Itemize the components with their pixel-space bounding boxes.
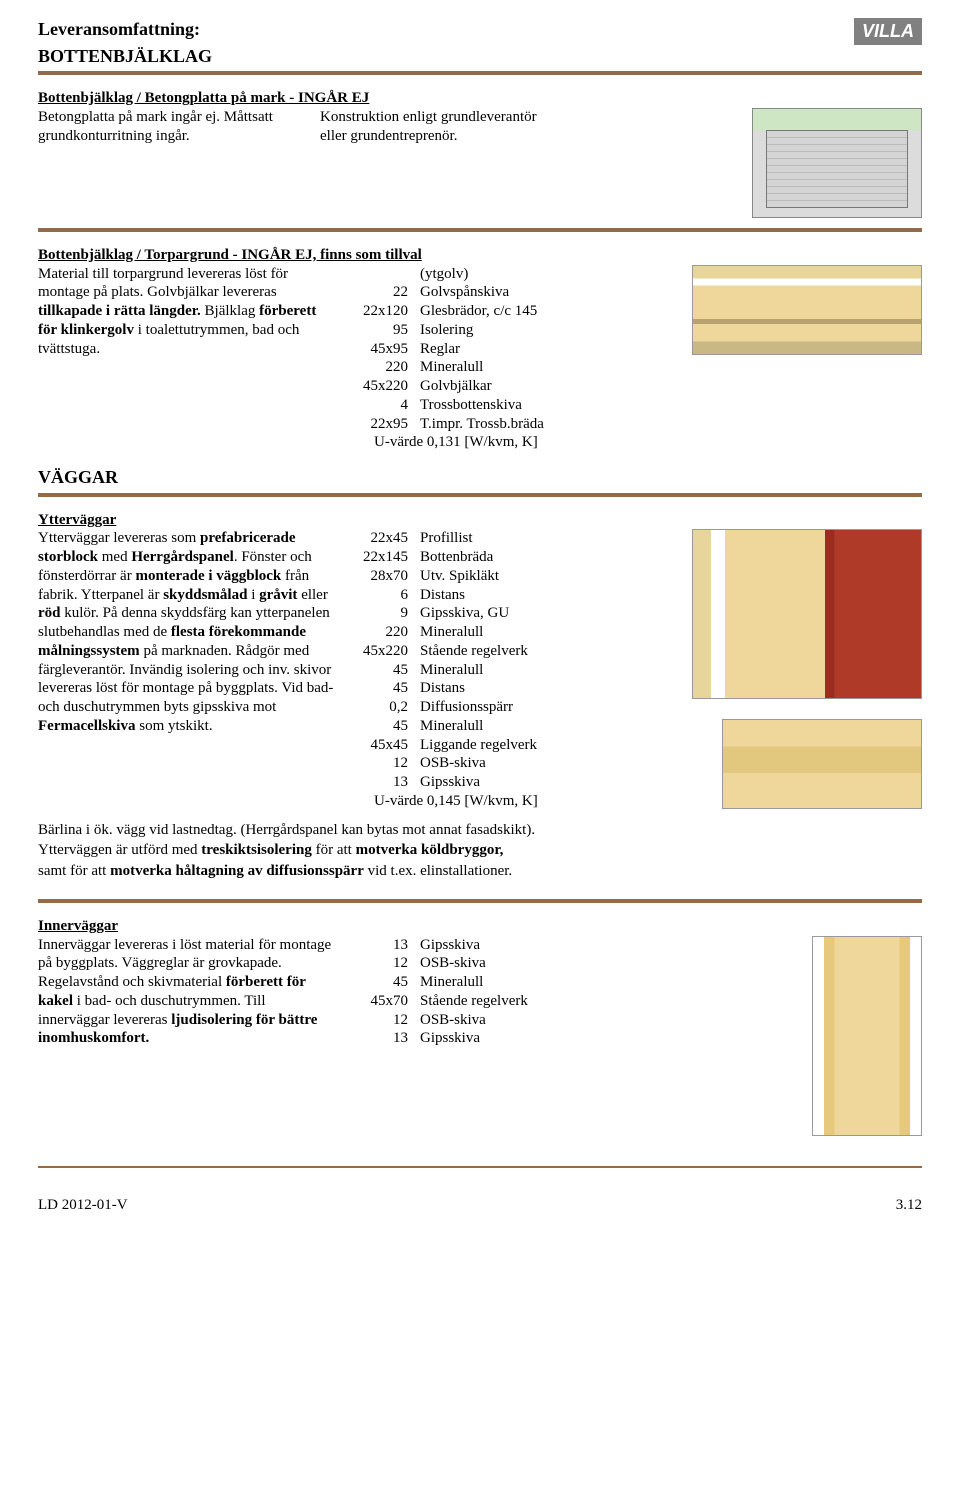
sec3-note2: Ytterväggen är utförd med treskiktsisole… — [38, 841, 618, 860]
spec-label: Reglar — [420, 340, 550, 359]
spec-label: OSB-skiva — [420, 954, 534, 973]
spec-dim: 45x220 — [350, 642, 420, 661]
spec-dim: 22x45 — [350, 529, 420, 548]
sec4: Innerväggar levereras i löst material fö… — [38, 936, 922, 1136]
villa-badge: VILLA — [854, 18, 922, 45]
spec-label: Profillist — [420, 529, 543, 548]
vaggar-heading: VÄGGAR — [38, 466, 922, 489]
spec-label: Stående regelverk — [420, 642, 543, 661]
spec-label: Gipsskiva — [420, 773, 543, 792]
spec-label: Liggande regelverk — [420, 736, 543, 755]
spec-label: Stående regelverk — [420, 992, 534, 1011]
spec-dim: 45x220 — [350, 377, 420, 396]
spec-dim: 12 — [350, 954, 420, 973]
sec4-table: 13Gipsskiva12OSB-skiva45Mineralull45x70S… — [350, 936, 534, 1049]
spec-label: Golvbjälkar — [420, 377, 550, 396]
spec-dim: 13 — [350, 936, 420, 955]
spec-dim: 12 — [350, 754, 420, 773]
sec2-table: (ytgolv)22Golvspånskiva22x120Glesbrädor,… — [350, 265, 550, 434]
footer: LD 2012-01-V 3.12 — [38, 1196, 922, 1215]
spec-dim: 45 — [350, 661, 420, 680]
sec3: Ytterväggar levereras som prefabricerade… — [38, 529, 922, 810]
sec1-rule — [38, 228, 922, 232]
spec-label: Distans — [420, 679, 543, 698]
spec-label: OSB-skiva — [420, 754, 543, 773]
spec-dim: 220 — [350, 623, 420, 642]
spec-dim: 13 — [350, 773, 420, 792]
sec1-title: Bottenbjälklag / Betongplatta på mark - … — [38, 89, 922, 108]
sec1-right-l2: eller grundentreprenör. — [320, 127, 580, 146]
spec-label: T.impr. Trossb.bräda — [420, 415, 550, 434]
spec-dim: 45x70 — [350, 992, 420, 1011]
sec4-text: Innerväggar levereras i löst material fö… — [38, 936, 338, 1136]
spec-dim: 9 — [350, 604, 420, 623]
sec1-left-l2: grundkonturritning ingår. — [38, 127, 308, 146]
sec3-uvalue: U-värde 0,145 [W/kvm, K] — [350, 792, 600, 811]
sec3-note3: samt för att motverka håltagning av diff… — [38, 862, 618, 881]
sec2-text: Material till torpargrund levereras löst… — [38, 265, 338, 453]
spec-label: Gipsskiva — [420, 936, 534, 955]
slab-illustration — [752, 108, 922, 218]
spec-dim: 45 — [350, 717, 420, 736]
spec-dim: 45 — [350, 973, 420, 992]
spec-label: Gipsskiva, GU — [420, 604, 543, 623]
spec-label: OSB-skiva — [420, 1011, 534, 1030]
wall-illustration-2 — [722, 719, 922, 809]
footer-right: 3.12 — [896, 1196, 922, 1215]
spec-label: Bottenbräda — [420, 548, 543, 567]
inner-wall-illustration — [812, 936, 922, 1136]
spec-dim: 95 — [350, 321, 420, 340]
spec-label: Mineralull — [420, 973, 534, 992]
footer-left: LD 2012-01-V — [38, 1196, 128, 1215]
spec-label: Distans — [420, 586, 543, 605]
vaggar-rule — [38, 493, 922, 497]
spec-label: (ytgolv) — [420, 265, 550, 284]
spec-dim: 220 — [350, 358, 420, 377]
spec-dim: 22 — [350, 283, 420, 302]
sec2-title: Bottenbjälklag / Torpargrund - INGÅR EJ,… — [38, 246, 922, 265]
spec-label: Isolering — [420, 321, 550, 340]
spec-dim — [350, 265, 420, 284]
spec-label: Mineralull — [420, 358, 550, 377]
spec-label: Golvspånskiva — [420, 283, 550, 302]
spec-dim: 22x120 — [350, 302, 420, 321]
sec2-uvalue: U-värde 0,131 [W/kvm, K] — [350, 433, 600, 452]
spec-label: Mineralull — [420, 623, 543, 642]
spec-label: Mineralull — [420, 717, 543, 736]
floor-illustration — [692, 265, 922, 355]
sec1-right-l1: Konstruktion enligt grundleverantör — [320, 108, 580, 127]
spec-label: Glesbrädor, c/c 145 — [420, 302, 550, 321]
sec2: Material till torpargrund levereras löst… — [38, 265, 922, 453]
wall-illustration — [692, 529, 922, 699]
sec3-note1: Bärlina i ök. vägg vid lastnedtag. (Herr… — [38, 821, 618, 840]
sec3-title: Ytterväggar — [38, 511, 922, 530]
spec-dim: 12 — [350, 1011, 420, 1030]
spec-dim: 6 — [350, 586, 420, 605]
spec-label: Gipsskiva — [420, 1029, 534, 1048]
spec-dim: 45 — [350, 679, 420, 698]
sec1: Betongplatta på mark ingår ej. Måttsatt … — [38, 108, 922, 218]
spec-dim: 4 — [350, 396, 420, 415]
spec-dim: 45x45 — [350, 736, 420, 755]
sec3-table: 22x45Profillist22x145Bottenbräda28x70Utv… — [350, 529, 543, 792]
spec-dim: 28x70 — [350, 567, 420, 586]
spec-label: Diffusionsspärr — [420, 698, 543, 717]
sec3-rule — [38, 899, 922, 903]
spec-dim: 0,2 — [350, 698, 420, 717]
spec-label: Trossbottenskiva — [420, 396, 550, 415]
spec-label: Mineralull — [420, 661, 543, 680]
top-rule — [38, 71, 922, 75]
spec-dim: 13 — [350, 1029, 420, 1048]
spec-dim: 45x95 — [350, 340, 420, 359]
footer-rule — [38, 1166, 922, 1168]
spec-label: Utv. Spikläkt — [420, 567, 543, 586]
sec1-left-l1: Betongplatta på mark ingår ej. Måttsatt — [38, 108, 308, 127]
header-line2: BOTTENBJÄLKLAG — [38, 45, 922, 68]
spec-dim: 22x145 — [350, 548, 420, 567]
sec3-text: Ytterväggar levereras som prefabricerade… — [38, 529, 338, 810]
spec-dim: 22x95 — [350, 415, 420, 434]
header-line1: Leveransomfattning: — [38, 18, 200, 41]
sec4-title: Innerväggar — [38, 917, 922, 936]
